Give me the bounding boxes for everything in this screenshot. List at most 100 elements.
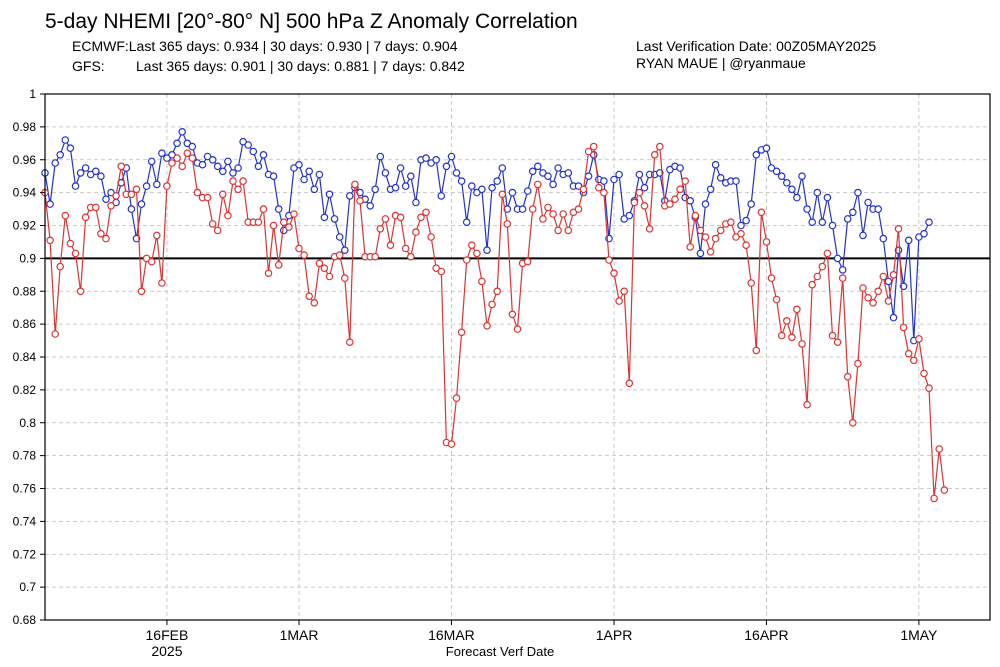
data-point-gfs: [579, 185, 588, 194]
data-point-gfs: [869, 298, 877, 307]
data-point-ecmwf: [610, 175, 618, 184]
data-point-gfs: [767, 274, 776, 282]
data-point-gfs: [838, 274, 847, 282]
data-point-ecmwf: [325, 190, 334, 199]
data-point-ecmwf: [874, 205, 883, 213]
data-point-gfs: [600, 188, 608, 197]
data-point-gfs: [803, 400, 811, 409]
data-point-ecmwf: [81, 164, 90, 172]
data-point-ecmwf: [640, 183, 649, 192]
axes: [40, 93, 991, 625]
data-point-ecmwf: [584, 172, 593, 181]
data-point-gfs: [274, 261, 283, 269]
data-point-ecmwf: [366, 202, 375, 210]
data-point-gfs: [640, 202, 649, 210]
data-point-ecmwf: [137, 200, 146, 208]
data-point-ecmwf: [457, 177, 466, 185]
data-point-gfs: [137, 287, 146, 296]
data-point-ecmwf: [747, 200, 756, 208]
data-point-gfs: [473, 249, 481, 258]
data-point-gfs: [457, 328, 466, 337]
data-point-gfs: [823, 249, 832, 258]
data-point-gfs: [158, 279, 166, 287]
data-point-gfs: [894, 225, 903, 233]
data-point-gfs: [503, 220, 512, 228]
data-point-ecmwf: [102, 195, 110, 204]
data-point-ecmwf: [97, 172, 105, 181]
data-point-gfs: [229, 177, 237, 185]
data-point-ecmwf: [523, 187, 532, 195]
data-point-gfs: [117, 162, 126, 171]
data-point-gfs: [650, 151, 659, 159]
data-point-gfs: [711, 234, 720, 243]
x-tick-label: 1APR: [596, 627, 633, 643]
data-point-gfs: [920, 369, 928, 378]
data-point-ecmwf: [163, 154, 171, 162]
data-point-gfs: [828, 331, 837, 340]
series-ecmwf: [41, 128, 933, 345]
data-point-ecmwf: [615, 170, 623, 179]
data-point-ecmwf: [889, 313, 898, 322]
data-point-ecmwf: [61, 136, 70, 144]
data-point-gfs: [285, 223, 293, 231]
data-point-ecmwf: [904, 236, 913, 245]
data-point-gfs: [833, 338, 842, 347]
data-point-ecmwf: [132, 234, 141, 243]
data-point-ecmwf: [234, 164, 242, 172]
data-point-ecmwf: [716, 174, 725, 182]
data-point-ecmwf: [737, 221, 745, 230]
data-point-ecmwf: [66, 144, 75, 153]
data-point-gfs: [716, 226, 725, 235]
data-point-gfs: [356, 197, 364, 205]
data-point-gfs: [295, 244, 303, 253]
data-point-ecmwf: [71, 182, 80, 190]
data-point-ecmwf: [813, 188, 822, 197]
x-tick-label: 16MAR: [428, 627, 475, 643]
data-point-ecmwf: [625, 211, 634, 220]
plot-frame: [44, 93, 991, 621]
data-point-ecmwf: [254, 162, 263, 171]
data-point-gfs: [498, 190, 507, 199]
data-point-ecmwf: [848, 208, 857, 217]
data-point-ecmwf: [203, 152, 212, 161]
y-tick-label: 0.9: [19, 251, 36, 265]
data-point-ecmwf: [259, 151, 268, 159]
data-point-gfs: [254, 218, 263, 227]
data-point-gfs: [178, 162, 187, 171]
data-point-gfs: [696, 226, 705, 235]
data-point-gfs: [401, 244, 410, 253]
data-point-gfs: [747, 279, 756, 287]
x-axis-label: Forecast Verf Date: [446, 644, 554, 659]
data-point-gfs: [493, 287, 502, 296]
data-point-gfs: [513, 325, 522, 333]
data-point-ecmwf: [315, 170, 324, 179]
data-point-ecmwf: [391, 183, 400, 192]
data-point-gfs: [848, 418, 857, 427]
data-point-gfs: [259, 205, 268, 213]
data-point-ecmwf: [422, 154, 430, 162]
y-tick-label: 0.82: [13, 383, 37, 397]
data-point-gfs: [864, 293, 872, 302]
data-point-gfs: [168, 159, 176, 167]
data-point-ecmwf: [818, 218, 827, 227]
data-point-gfs: [81, 213, 90, 222]
data-point-ecmwf: [666, 165, 674, 174]
data-point-gfs: [559, 210, 568, 218]
data-point-ecmwf: [198, 160, 207, 169]
data-point-gfs: [594, 183, 603, 192]
data-point-gfs: [843, 372, 852, 381]
data-point-gfs: [798, 340, 806, 348]
y-tick-label: 0.72: [13, 547, 37, 561]
grid-lines: [45, 93, 990, 621]
y-tick-label: 0.78: [13, 449, 37, 463]
data-point-ecmwf: [808, 218, 817, 227]
data-point-gfs: [127, 190, 136, 199]
data-point-ecmwf: [920, 229, 928, 238]
data-point-ecmwf: [239, 137, 247, 146]
data-point-gfs: [173, 154, 181, 162]
data-point-gfs: [467, 241, 476, 250]
data-point-ecmwf: [147, 157, 156, 166]
data-point-gfs: [132, 185, 141, 194]
data-point-ecmwf: [442, 162, 451, 171]
data-point-gfs: [193, 188, 202, 197]
